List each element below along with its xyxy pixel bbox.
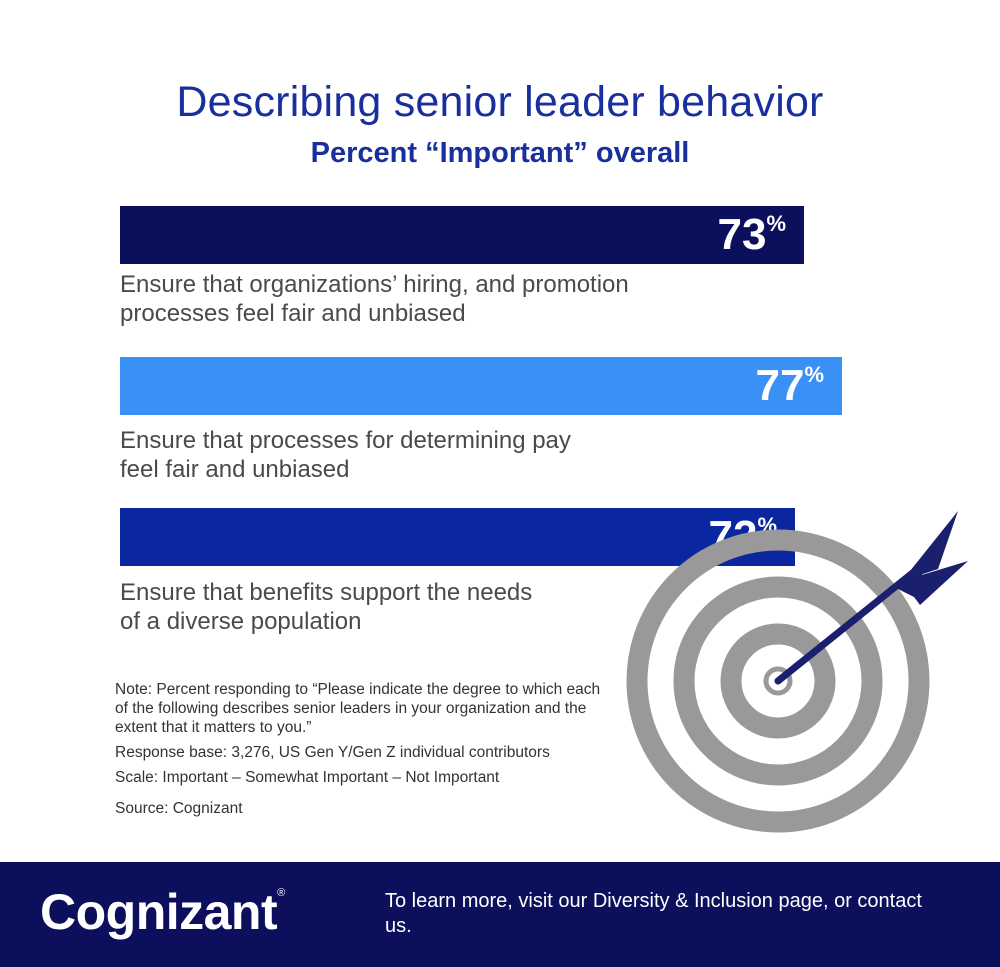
bar-3: 72%	[120, 508, 795, 566]
source-text: Source: Cognizant	[115, 800, 243, 817]
response-base-text: Response base: 3,276, US Gen Y/Gen Z ind…	[115, 744, 550, 761]
category-label: Ensure that organizations’ hiring, and p…	[120, 270, 720, 328]
category-label: Ensure that benefits support the needs of…	[120, 578, 720, 636]
category-label-line: processes feel fair and unbiased	[120, 300, 466, 327]
logo-registered-mark: ®	[277, 887, 285, 899]
category-label-line: Ensure that processes for determining pa…	[120, 427, 571, 454]
bar-value-percent-sign: %	[804, 362, 824, 387]
bar-value-label: 77%	[755, 360, 824, 412]
logo-text: Cognizant	[40, 884, 278, 940]
category-label-line: of a diverse population	[120, 608, 362, 635]
category-label: Ensure that processes for determining pa…	[120, 426, 720, 484]
category-label-line: Ensure that organizations’ hiring, and p…	[120, 271, 629, 298]
chart-subtitle: Percent “Important” overall	[310, 137, 690, 169]
bar-value-label: 73%	[717, 209, 786, 261]
category-label-line: feel fair and unbiased	[120, 456, 350, 483]
bar-value-number: 77	[755, 361, 805, 410]
note-text: Note: Percent responding to “Please indi…	[115, 681, 601, 736]
footer-cta-text: To learn more, visit our Diversity & Inc…	[385, 890, 922, 937]
footer-banner: Cognizant® To learn more, visit our Dive…	[0, 862, 1000, 967]
category-label-line: Ensure that benefits support the needs	[120, 579, 533, 606]
scale-text: Scale: Important – Somewhat Important – …	[115, 769, 500, 786]
target-with-dart-icon	[626, 511, 968, 833]
chart-notes: Note: Percent responding to “Please indi…	[115, 680, 615, 824]
bar-1: 73%	[120, 206, 804, 264]
bar-2: 77%	[120, 357, 842, 415]
chart-title: Describing senior leader behavior	[176, 78, 824, 126]
cognizant-logo: Cognizant®	[40, 882, 285, 942]
bar-value-number: 73	[717, 210, 767, 259]
bar-value-percent-sign: %	[766, 211, 786, 236]
